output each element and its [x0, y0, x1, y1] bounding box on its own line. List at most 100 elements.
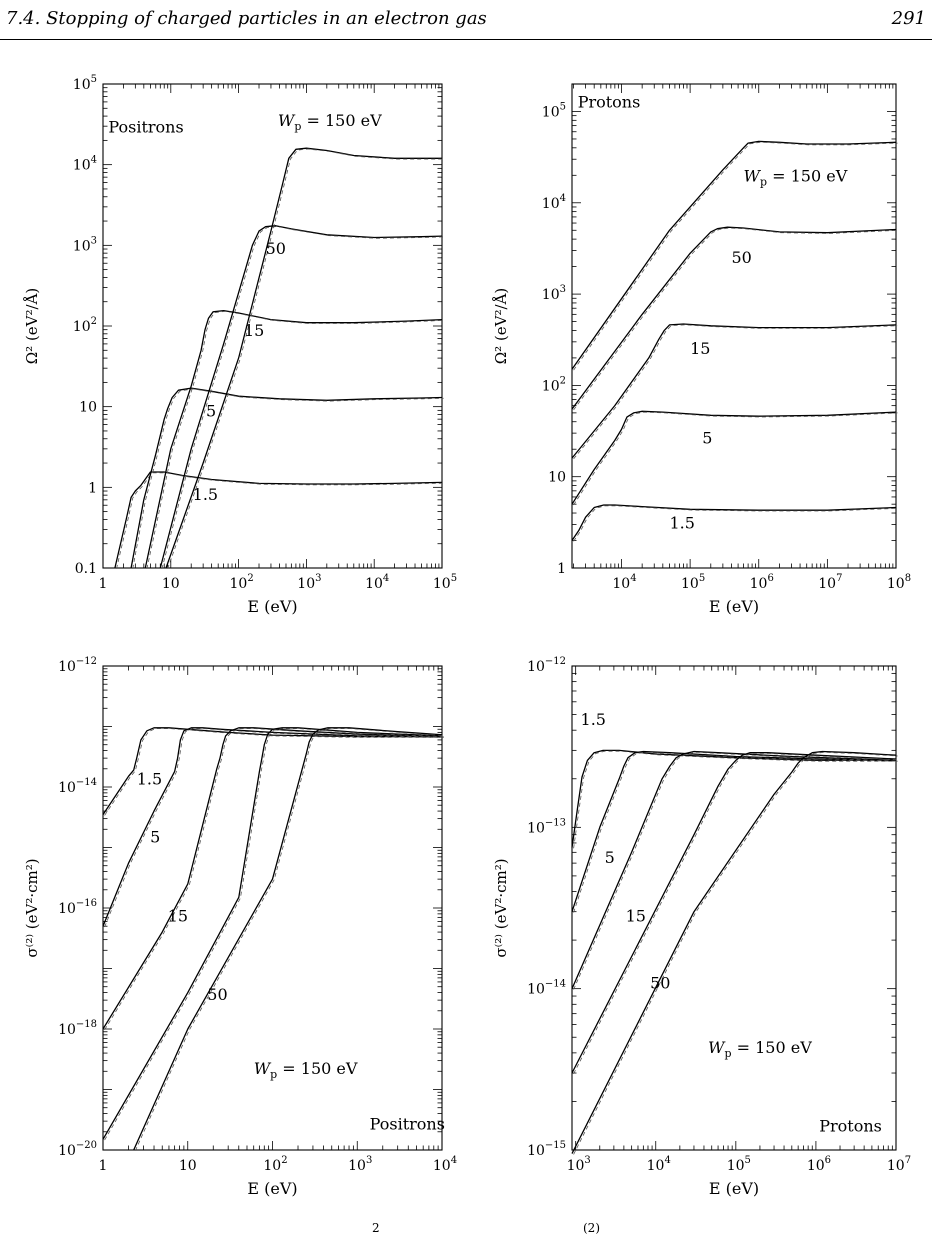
annotation-3: 50: [650, 974, 670, 993]
annotation-0: 1.5: [137, 769, 162, 788]
series-line-dashed-3: [573, 227, 898, 411]
x-tick-label: 1: [99, 1158, 108, 1174]
series-line-2: [571, 750, 897, 989]
x-tick-label: 102: [229, 573, 253, 592]
x-tick-label: 105: [433, 573, 457, 592]
x-tick-label: 102: [263, 1155, 287, 1174]
series-line-dashed-0: [116, 472, 444, 569]
x-tick-label: 103: [348, 1155, 372, 1174]
plot-frame: [571, 665, 897, 1151]
annotation-4: Wp = 150 eV: [708, 1038, 812, 1060]
x-tick-label: 106: [807, 1155, 831, 1174]
series-line-dashed-2: [573, 751, 898, 990]
annotation-0: Protons: [578, 93, 641, 112]
annotation-5: Positrons: [370, 1114, 445, 1133]
x-tick-label: 1: [99, 576, 108, 592]
y-tick-label: 10−18: [58, 1019, 97, 1038]
series-line-dashed-3: [104, 728, 444, 1141]
annotation-4: 50: [266, 239, 286, 258]
running-title: 7.4. Stopping of charged particles in an…: [6, 8, 487, 29]
series-line-dashed-1: [573, 751, 898, 913]
series-line-dashed-3: [161, 226, 444, 569]
chart-panel-bottom-left: 1 10 102 103 104 10−20 10−18 10−16 10−14 10−12 E (…: [23, 656, 457, 1198]
annotation-1: 1.5: [193, 485, 218, 504]
plot-frame: [571, 83, 897, 569]
x-tick-label: 108: [887, 573, 911, 592]
y-tick-label: 10−20: [58, 1140, 97, 1159]
x-tick-label: 10: [179, 1158, 197, 1174]
x-tick-label: 104: [433, 1155, 457, 1174]
y-tick-label: 104: [542, 193, 566, 212]
y-tick-label: 105: [73, 74, 97, 93]
x-axis-label: E (eV): [247, 597, 297, 616]
y-axis-label: σ⁽²⁾ (eV²·cm²): [492, 858, 510, 957]
x-axis-label: E (eV): [709, 597, 759, 616]
annotation-0: Positrons: [108, 118, 183, 137]
y-tick-label: 102: [542, 375, 566, 394]
y-tick-label: 0.1: [75, 561, 97, 577]
series-line-1: [102, 727, 443, 927]
series-line-dashed-2: [146, 310, 444, 569]
y-tick-label: 10: [79, 400, 97, 416]
series-line-0: [571, 749, 896, 848]
annotation-4: Wp = 150 eV: [254, 1059, 358, 1081]
x-tick-label: 103: [567, 1155, 591, 1174]
annotation-1: 1.5: [669, 514, 694, 533]
series-line-2: [102, 727, 443, 1030]
series-line-2: [144, 309, 443, 569]
series-line-0: [102, 727, 442, 815]
y-tick-label: 104: [73, 155, 97, 174]
series-line-3: [571, 226, 897, 410]
y-tick-label: 103: [73, 235, 97, 254]
x-axis-label: E (eV): [247, 1179, 297, 1198]
annotation-5: Wp = 150 eV: [744, 167, 848, 189]
series-line-3: [102, 727, 443, 1140]
series-line-dashed-4: [134, 728, 444, 1151]
y-tick-label: 103: [542, 284, 566, 303]
series-line-dashed-4: [167, 148, 444, 569]
annotation-2: 15: [168, 906, 188, 925]
y-tick-label: 10−14: [527, 979, 566, 998]
chart-panel-bottom-right: 103 104 105 106 107 10−15 10−14 10−13 10−12 E (eV…: [492, 656, 911, 1198]
y-axis-label: Ω² (eV²/Å): [492, 288, 510, 365]
series-line-dashed-4: [573, 141, 898, 371]
x-tick-label: 104: [612, 573, 636, 592]
x-tick-label: 104: [365, 573, 389, 592]
series-line-4: [165, 147, 442, 569]
x-tick-label: 107: [818, 573, 842, 592]
header-rule: [0, 39, 932, 40]
annotation-5: Wp = 150 eV: [278, 111, 382, 133]
series-line-4: [571, 750, 897, 1154]
x-tick-label: 106: [750, 573, 774, 592]
x-tick-label: 10: [162, 576, 180, 592]
series-line-4: [571, 140, 897, 370]
annotation-5: Protons: [819, 1117, 882, 1136]
x-tick-label: 105: [727, 1155, 751, 1174]
series-line-dashed-1: [132, 388, 444, 569]
series-line-0: [571, 504, 897, 541]
page-header: 7.4. Stopping of charged particles in an…: [0, 0, 932, 46]
annotation-2: 5: [206, 402, 216, 421]
y-tick-label: 10−14: [58, 777, 97, 796]
annotation-3: 50: [207, 985, 227, 1004]
series-line-dashed-2: [573, 324, 898, 460]
y-tick-label: 10−12: [527, 656, 566, 675]
series-line-1: [571, 750, 897, 912]
annotation-0: 1.5: [581, 710, 606, 729]
series-line-4: [133, 727, 443, 1151]
series-line-dashed-3: [573, 753, 898, 1074]
series-line-dashed-1: [104, 728, 444, 928]
y-tick-label: 1: [88, 480, 97, 496]
annotation-3: 15: [244, 321, 264, 340]
y-tick-label: 10−13: [527, 817, 566, 836]
y-axis-label: Ω² (eV²/Å): [23, 288, 41, 365]
plot-frame: [102, 83, 443, 569]
y-tick-label: 10−16: [58, 898, 97, 917]
series-line-dashed-1: [573, 411, 898, 506]
annotation-2: 5: [702, 429, 712, 448]
annotation-1: 5: [605, 848, 615, 867]
y-axis-label: σ⁽²⁾ (eV²·cm²): [23, 858, 41, 957]
